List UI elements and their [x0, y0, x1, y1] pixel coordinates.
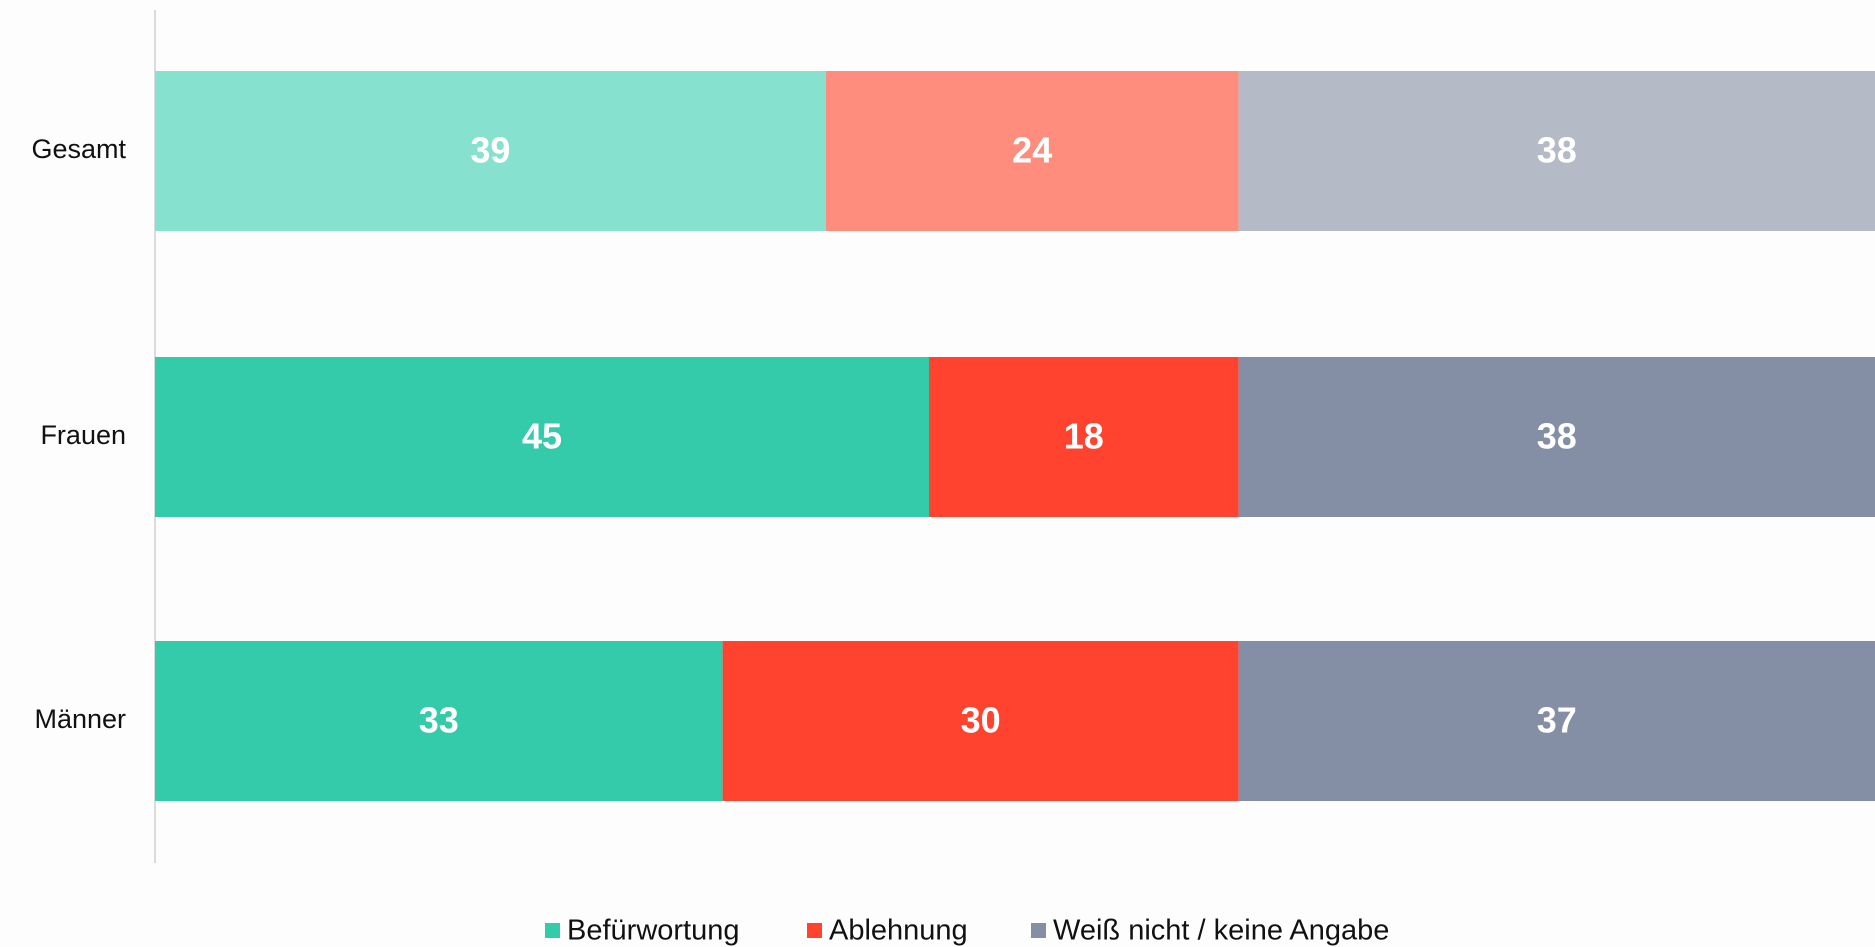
bar-segment — [1238, 71, 1875, 231]
bar-segment — [1238, 357, 1875, 517]
value-label: 39 — [470, 130, 510, 171]
bar-segment — [1238, 641, 1875, 801]
legend-label: Befürwortung — [567, 915, 740, 947]
value-label: 30 — [961, 700, 1001, 741]
value-label: 33 — [419, 700, 459, 741]
bar-segment — [722, 641, 1239, 801]
y-tick-label: Frauen — [40, 420, 126, 450]
y-tick-label: Männer — [34, 704, 126, 734]
legend-swatch — [545, 923, 560, 938]
value-label: 18 — [1064, 416, 1104, 457]
bar-segment — [825, 71, 1239, 231]
legend-swatch — [1031, 923, 1046, 938]
value-label: 24 — [1012, 130, 1052, 171]
bar-segment — [155, 641, 723, 801]
bar-segment — [155, 71, 826, 231]
legend-label: Weiß nicht / keine Angabe — [1053, 915, 1389, 947]
value-label: 38 — [1537, 130, 1577, 171]
bar-segment — [155, 357, 929, 517]
value-label: 38 — [1537, 416, 1577, 457]
bar-segment — [929, 357, 1239, 517]
legend-label: Ablehnung — [829, 915, 968, 947]
legend-swatch — [807, 923, 822, 938]
y-tick-label: Gesamt — [31, 134, 126, 164]
value-label: 45 — [522, 416, 562, 457]
value-label: 37 — [1537, 700, 1577, 741]
